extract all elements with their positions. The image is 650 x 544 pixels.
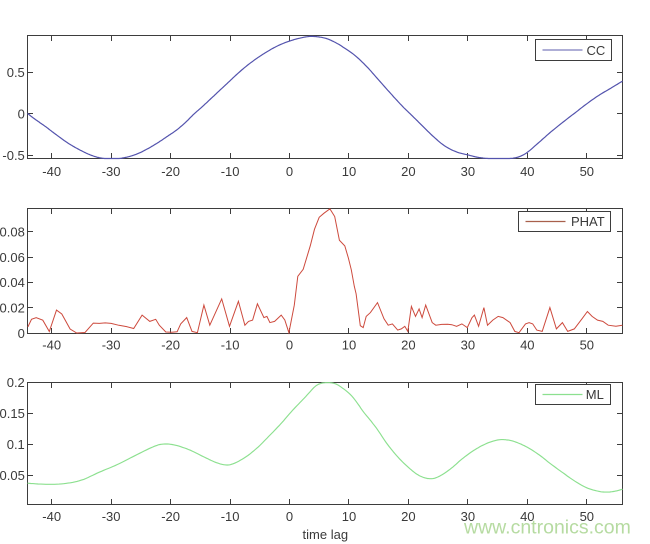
svg-text:0.05: 0.05 xyxy=(0,468,25,483)
svg-text:PHAT: PHAT xyxy=(571,214,605,229)
svg-text:-30: -30 xyxy=(102,164,121,179)
svg-text:0: 0 xyxy=(286,337,293,352)
svg-text:-20: -20 xyxy=(161,337,180,352)
svg-text:50: 50 xyxy=(580,509,594,524)
svg-text:50: 50 xyxy=(580,164,594,179)
svg-text:10: 10 xyxy=(342,164,356,179)
svg-text:0.04: 0.04 xyxy=(0,275,25,290)
svg-text:0.15: 0.15 xyxy=(0,406,25,421)
svg-text:20: 20 xyxy=(401,509,415,524)
svg-text:0.02: 0.02 xyxy=(0,301,25,316)
svg-text:-30: -30 xyxy=(102,509,121,524)
svg-text:-10: -10 xyxy=(221,164,240,179)
svg-text:0.06: 0.06 xyxy=(0,250,25,265)
svg-text:0.08: 0.08 xyxy=(0,224,25,239)
svg-text:-40: -40 xyxy=(42,337,61,352)
svg-text:0.2: 0.2 xyxy=(7,375,25,390)
svg-text:0.5: 0.5 xyxy=(7,65,25,80)
svg-text:CC: CC xyxy=(587,43,606,58)
svg-text:0: 0 xyxy=(286,164,293,179)
svg-text:-40: -40 xyxy=(42,509,61,524)
svg-text:30: 30 xyxy=(461,337,475,352)
svg-text:30: 30 xyxy=(461,509,475,524)
svg-text:40: 40 xyxy=(520,164,534,179)
svg-text:-30: -30 xyxy=(102,337,121,352)
svg-text:-10: -10 xyxy=(221,509,240,524)
svg-text:40: 40 xyxy=(520,509,534,524)
svg-text:10: 10 xyxy=(342,337,356,352)
svg-text:-20: -20 xyxy=(161,509,180,524)
svg-text:30: 30 xyxy=(461,164,475,179)
svg-text:0.1: 0.1 xyxy=(7,437,25,452)
svg-text:50: 50 xyxy=(580,337,594,352)
svg-text:-40: -40 xyxy=(42,164,61,179)
svg-text:20: 20 xyxy=(401,164,415,179)
svg-text:-10: -10 xyxy=(221,337,240,352)
svg-text:ML: ML xyxy=(586,387,604,402)
svg-text:time lag: time lag xyxy=(303,527,349,542)
svg-text:0: 0 xyxy=(18,107,25,122)
svg-text:0: 0 xyxy=(18,326,25,341)
svg-text:www.cntronics.com: www.cntronics.com xyxy=(463,517,631,539)
svg-text:20: 20 xyxy=(401,337,415,352)
svg-text:-20: -20 xyxy=(161,164,180,179)
svg-text:10: 10 xyxy=(342,509,356,524)
svg-text:40: 40 xyxy=(520,337,534,352)
svg-text:0: 0 xyxy=(286,509,293,524)
svg-text:-0.5: -0.5 xyxy=(2,148,24,163)
